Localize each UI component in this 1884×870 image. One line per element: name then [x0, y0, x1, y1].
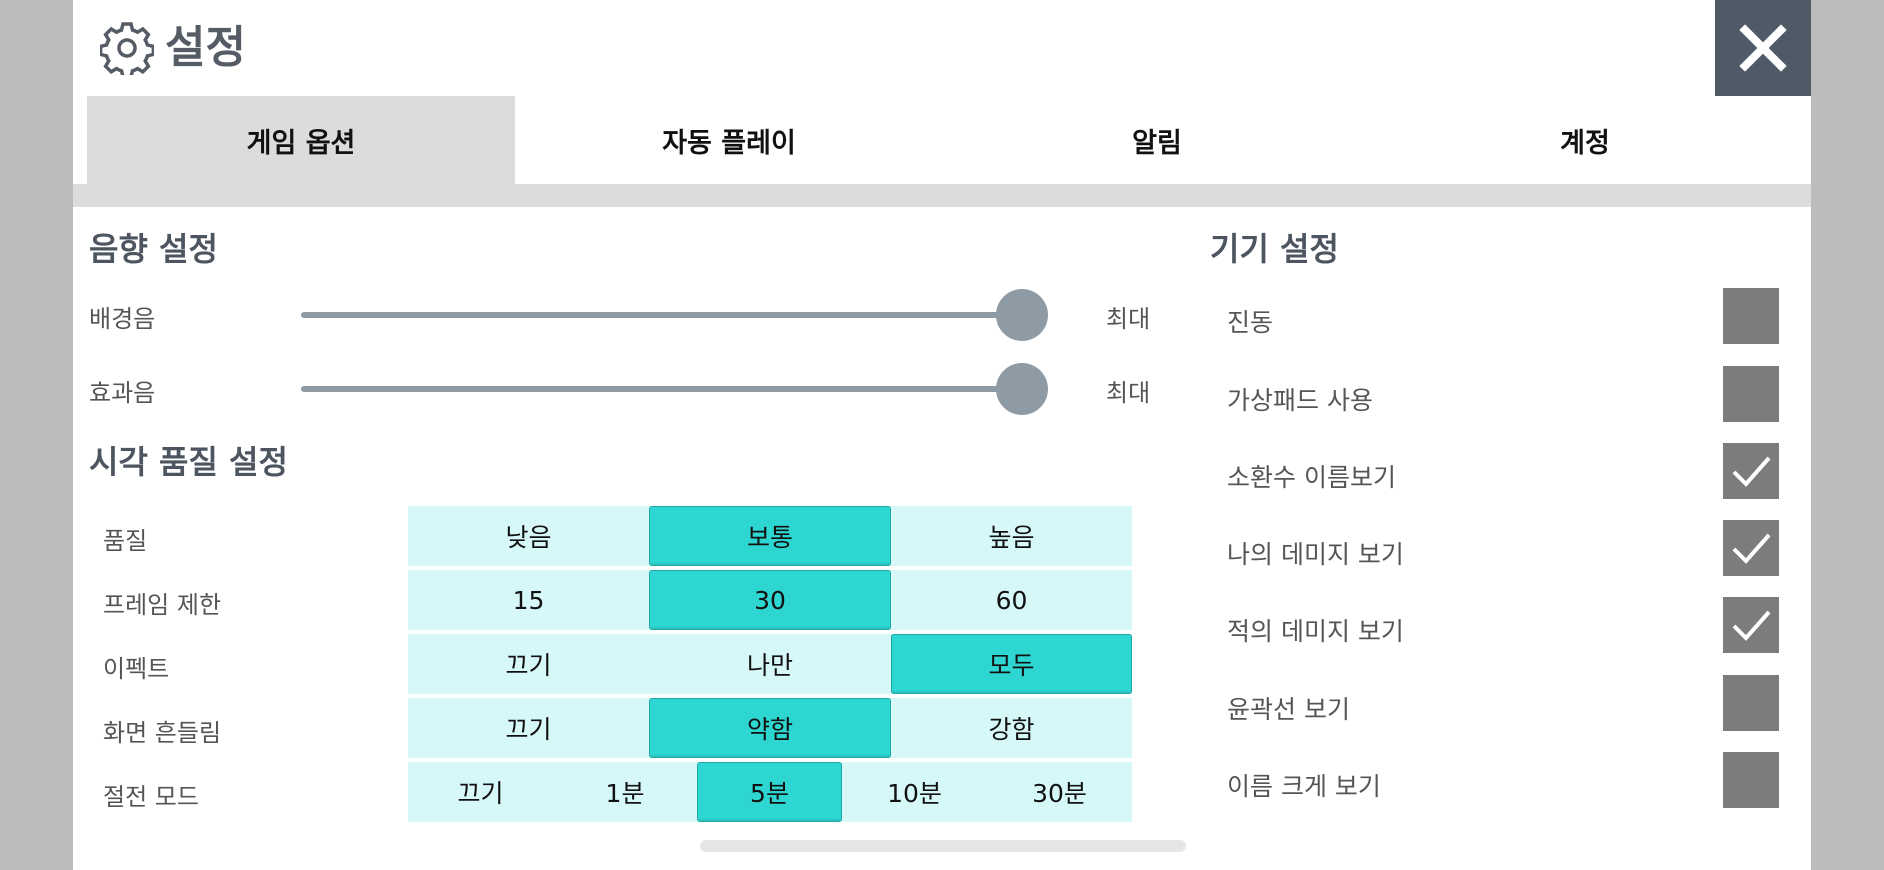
frame-limit-options: 15 30 60 [408, 570, 1132, 630]
vibration-label: 진동 [1227, 308, 1274, 337]
option-quality-normal[interactable]: 보통 [649, 506, 891, 566]
frame-limit-label: 프레임 제한 [103, 591, 222, 619]
large-name-checkbox[interactable] [1723, 752, 1779, 808]
virtual-pad-label: 가상패드 사용 [1227, 386, 1373, 415]
summon-name-label: 소환수 이름보기 [1227, 463, 1396, 492]
option-effect-all[interactable]: 모두 [891, 634, 1132, 694]
settings-panel: 설정 게임 옵션 자동 플레이 알림 계정 음향 설정 배경음 최대 효과음 최… [73, 0, 1811, 870]
sfx-value: 최대 [1106, 379, 1151, 407]
option-power-1min[interactable]: 1분 [605, 779, 645, 808]
option-frame-60[interactable]: 60 [995, 585, 1028, 615]
option-effect-off[interactable]: 끄기 [505, 651, 552, 680]
option-effect-mine[interactable]: 나만 [746, 651, 793, 680]
bgm-slider-track[interactable] [301, 312, 1043, 318]
sfx-slider-handle[interactable] [996, 363, 1048, 415]
effect-options: 끄기 나만 모두 [408, 634, 1132, 694]
quality-options: 낮음 보통 높음 [408, 506, 1132, 566]
large-name-label: 이름 크게 보기 [1227, 772, 1381, 801]
check-icon [1732, 533, 1771, 564]
option-quality-low[interactable]: 낮음 [505, 523, 552, 552]
power-save-options: 끄기 1분 5분 10분 30분 [408, 762, 1132, 822]
tab-label: 알림 [1132, 127, 1182, 159]
sound-section-title: 음향 설정 [89, 230, 218, 268]
outline-label: 윤곽선 보기 [1227, 695, 1350, 724]
quality-label: 품질 [103, 527, 148, 555]
tab-bar-divider [73, 184, 1811, 207]
tab-label: 자동 플레이 [662, 127, 796, 159]
summon-name-checkbox[interactable] [1723, 443, 1779, 499]
option-frame-15[interactable]: 15 [512, 585, 545, 615]
tab-account[interactable]: 계정 [1371, 96, 1799, 184]
option-frame-30[interactable]: 30 [649, 570, 891, 630]
vibration-checkbox[interactable] [1723, 288, 1779, 344]
page-title: 설정 [165, 22, 246, 73]
header: 설정 [73, 0, 1811, 96]
option-power-30min[interactable]: 30분 [1032, 779, 1087, 808]
tab-game-options[interactable]: 게임 옵션 [87, 96, 515, 184]
screen-shake-options: 끄기 약함 강함 [408, 698, 1132, 758]
quality-section-title: 시각 품질 설정 [89, 443, 288, 481]
virtual-pad-checkbox[interactable] [1723, 366, 1779, 422]
option-shake-off[interactable]: 끄기 [505, 715, 552, 744]
horizontal-scrollbar[interactable] [700, 840, 1186, 852]
gear-icon [100, 22, 154, 75]
sfx-label: 효과음 [89, 379, 156, 407]
tab-auto-play[interactable]: 자동 플레이 [515, 96, 943, 184]
tab-notifications[interactable]: 알림 [943, 96, 1371, 184]
my-damage-checkbox[interactable] [1723, 520, 1779, 576]
close-button[interactable] [1715, 0, 1811, 96]
option-quality-high[interactable]: 높음 [988, 523, 1035, 552]
bgm-slider-handle[interactable] [996, 289, 1048, 341]
bgm-label: 배경음 [89, 305, 156, 333]
tab-label: 계정 [1560, 127, 1610, 159]
sfx-slider-track[interactable] [301, 386, 1043, 392]
option-power-off[interactable]: 끄기 [457, 779, 504, 808]
option-power-5min[interactable]: 5분 [697, 762, 842, 822]
device-section-title: 기기 설정 [1210, 230, 1339, 268]
bgm-value: 최대 [1106, 305, 1151, 333]
check-icon [1732, 610, 1771, 641]
outline-checkbox[interactable] [1723, 675, 1779, 731]
option-shake-strong[interactable]: 강함 [988, 715, 1035, 744]
tab-label: 게임 옵션 [246, 127, 356, 159]
my-damage-label: 나의 데미지 보기 [1227, 540, 1404, 569]
screen-shake-label: 화면 흔들림 [103, 719, 222, 747]
effect-label: 이펙트 [103, 655, 170, 683]
enemy-damage-checkbox[interactable] [1723, 597, 1779, 653]
option-shake-weak[interactable]: 약함 [649, 698, 891, 758]
option-power-10min[interactable]: 10분 [887, 779, 942, 808]
close-icon [1739, 24, 1787, 72]
enemy-damage-label: 적의 데미지 보기 [1227, 617, 1404, 646]
check-icon [1732, 456, 1771, 487]
power-save-label: 절전 모드 [103, 783, 199, 811]
